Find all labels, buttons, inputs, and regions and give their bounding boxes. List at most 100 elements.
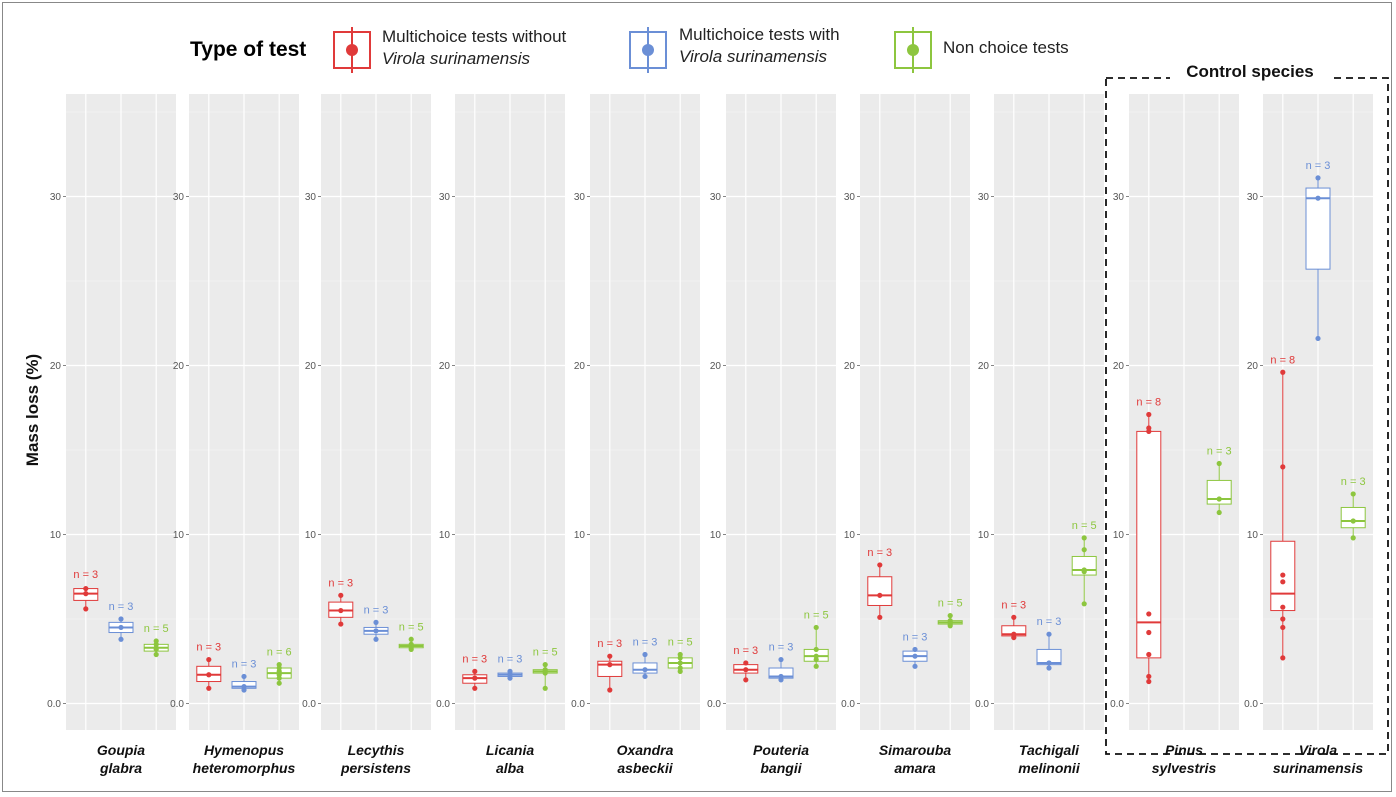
data-point [373, 636, 379, 642]
species-label-line1: Oxandra [617, 742, 674, 758]
data-point [642, 667, 648, 673]
data-point [373, 628, 379, 634]
data-point [1315, 195, 1321, 201]
legend: Type of test Multichoice tests without V… [190, 25, 1069, 73]
y-tick-label: 20 [574, 361, 586, 372]
box-series-1: n = 8 [1270, 354, 1296, 661]
panel-licania-alba: 0.0 10 20 30 n = 3 n = 3 n = 5 Licania alba [436, 94, 565, 776]
data-point [1280, 616, 1286, 622]
panel-oxandra-asbeckii: 0.0 10 20 30 n = 3 n = 3 n = 5 Oxandra asbeckii [571, 94, 700, 776]
y-tick-label: 30 [1247, 192, 1259, 203]
data-point [677, 660, 683, 666]
data-point [153, 638, 159, 644]
data-point [338, 621, 344, 627]
data-point [743, 677, 749, 683]
n-label: n = 3 [109, 601, 134, 613]
box-series-3: n = 5 [937, 598, 963, 629]
box-series-1: n = 3 [597, 638, 623, 693]
data-point [507, 668, 513, 674]
data-point [1011, 614, 1017, 620]
data-point [472, 668, 478, 674]
data-point [408, 641, 414, 647]
species-label-line2: melinonii [1018, 760, 1081, 776]
data-point [1280, 572, 1286, 578]
y-tick-label: 30 [978, 192, 990, 203]
data-point [542, 667, 548, 673]
panels-group: 0.0 10 20 30 n = 3 n = 3 n = 5 Goupia glabra 0.0 1… [47, 94, 1373, 776]
data-point [607, 687, 613, 693]
legend-item-3-line1: Non choice tests [943, 38, 1069, 57]
data-point [743, 660, 749, 666]
data-point [912, 663, 918, 669]
data-point [472, 685, 478, 691]
n-label: n = 3 [364, 604, 389, 616]
y-tick-label: 10 [844, 530, 856, 541]
y-tick-label: 0.0 [1244, 699, 1258, 710]
data-point [778, 673, 784, 680]
data-point [1011, 631, 1017, 637]
n-label: n = 5 [399, 621, 424, 633]
data-point [642, 673, 648, 680]
box-series-3: n = 5 [667, 636, 693, 674]
box-series-1: n = 3 [328, 577, 354, 627]
data-point [338, 592, 344, 598]
y-tick-label: 20 [844, 361, 856, 372]
panel-tachigali-melinonii: 0.0 10 20 30 n = 3 n = 3 n = 5 Tachigali melinon… [975, 94, 1104, 776]
data-point [1315, 175, 1321, 181]
data-point [1280, 604, 1286, 610]
n-label: n = 5 [533, 647, 558, 659]
data-point [1081, 567, 1087, 573]
data-point [373, 619, 379, 625]
species-label-line2: heteromorphus [193, 760, 296, 776]
data-point [338, 607, 344, 614]
n-label: n = 3 [597, 638, 622, 650]
n-label: n = 5 [1072, 520, 1097, 532]
y-tick-label: 30 [844, 192, 856, 203]
box-series-3: n = 3 [1206, 446, 1232, 516]
y-axis-label: Mass loss (%) [23, 354, 42, 466]
species-label-line1: Licania [486, 742, 534, 758]
data-point [947, 613, 953, 619]
species-label-line2: bangii [760, 760, 802, 776]
control-species-title: Control species [1186, 62, 1314, 81]
data-point [542, 685, 548, 691]
data-point [472, 675, 478, 681]
box-series-1: n = 3 [196, 642, 222, 691]
panel-hymenopus-heteromorphus: 0.0 10 20 30 n = 3 n = 3 n = 6 Hymenopus heterom… [170, 94, 299, 776]
data-point [947, 618, 953, 624]
data-point [1046, 665, 1052, 671]
data-point [1280, 464, 1286, 470]
data-point [83, 591, 89, 597]
y-tick-label: 10 [305, 530, 317, 541]
box-series-3: n = 5 [398, 621, 424, 653]
box-series-2: n = 3 [231, 658, 257, 693]
data-point [153, 651, 159, 658]
y-tick-label: 0.0 [707, 699, 721, 710]
n-label: n = 3 [633, 636, 658, 648]
data-point [276, 680, 282, 686]
data-point [1146, 629, 1152, 636]
y-tick-label: 0.0 [1110, 699, 1124, 710]
n-label: n = 3 [498, 653, 523, 665]
y-tick-label: 0.0 [170, 699, 184, 710]
box-series-1: n = 8 [1136, 397, 1162, 685]
data-point [813, 663, 819, 669]
legend-key-red [333, 27, 371, 73]
box-series-1: n = 3 [1001, 599, 1027, 641]
data-point [1046, 660, 1052, 666]
data-point [206, 685, 212, 691]
y-tick-label: 10 [439, 530, 451, 541]
data-point [1146, 611, 1152, 617]
y-tick-label: 20 [978, 361, 990, 372]
data-point [206, 672, 212, 678]
data-point [118, 636, 124, 642]
data-point [1280, 369, 1286, 375]
data-point [813, 624, 819, 631]
n-label: n = 3 [328, 577, 353, 589]
data-point [1315, 335, 1321, 342]
y-tick-label: 30 [439, 192, 451, 203]
box-series-3: n = 5 [803, 609, 829, 669]
species-label-line2: amara [894, 760, 935, 776]
data-point [1146, 651, 1152, 658]
data-point [1081, 535, 1087, 541]
